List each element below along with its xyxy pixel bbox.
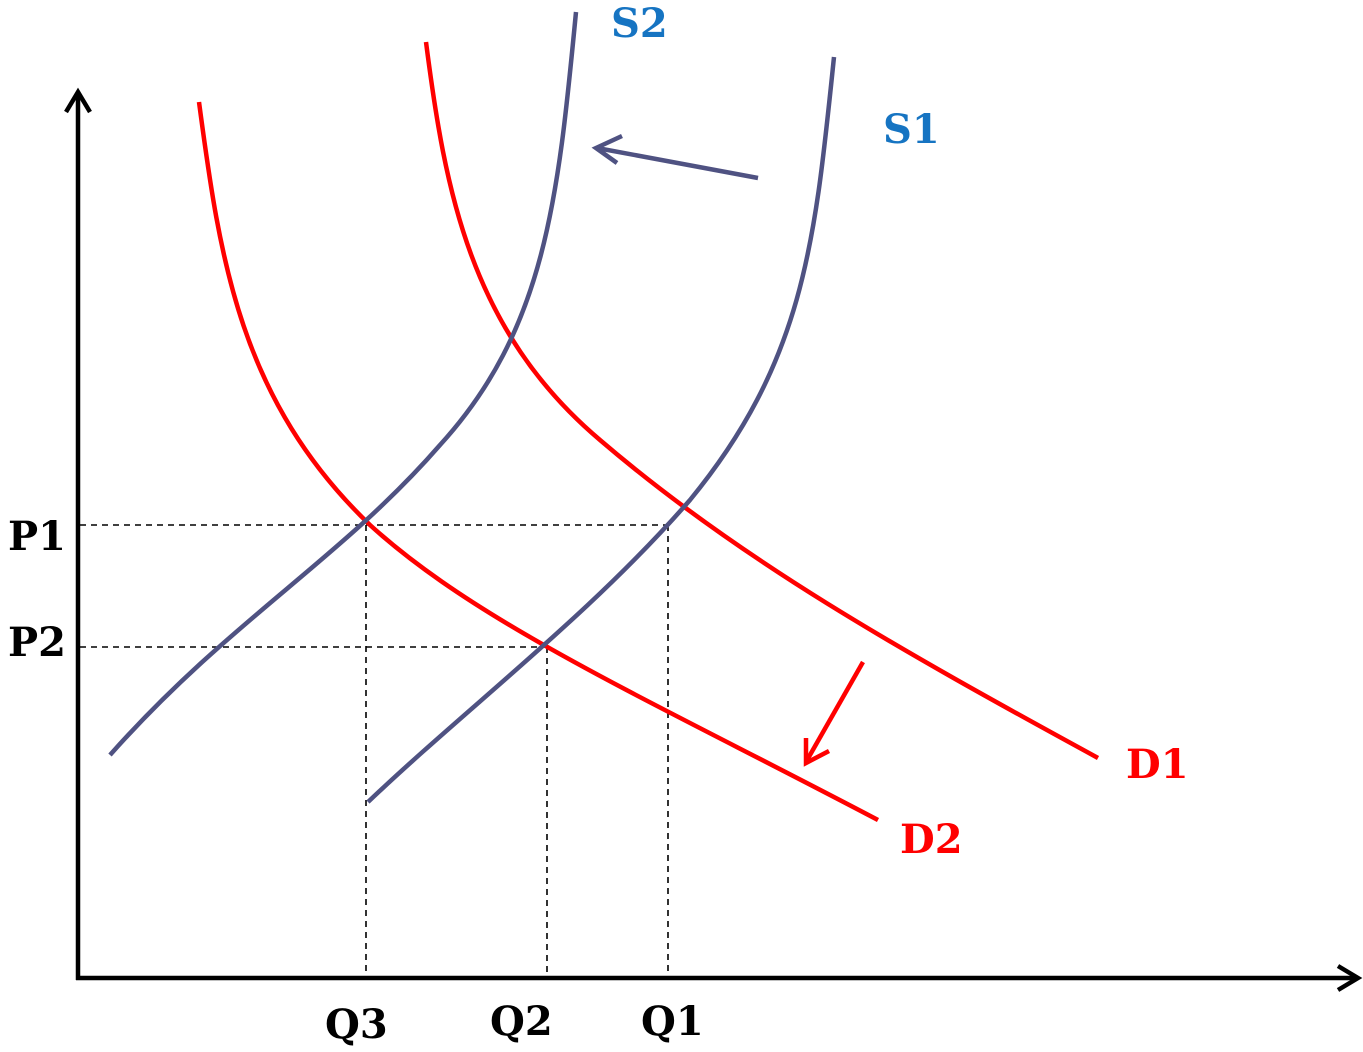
demand-curve-d2 [196, 101, 880, 822]
label-s2: S2 [611, 0, 668, 47]
supply-curves [108, 11, 837, 804]
label-q1: Q1 [641, 998, 704, 1045]
label-s1: S1 [883, 106, 940, 153]
x-axis-arrowhead [1336, 964, 1363, 992]
y-axis-arrowhead [64, 87, 92, 114]
label-p2: P2 [8, 619, 66, 666]
label-q3: Q3 [325, 1001, 388, 1048]
shift-arrows [591, 133, 865, 767]
axes [64, 87, 1363, 992]
demand-shift-arrow [803, 660, 865, 767]
demand-curves [196, 41, 1100, 822]
guide-lines [80, 524, 669, 978]
demand-curve-d1 [423, 41, 1100, 760]
supply-curve-s1 [366, 56, 837, 804]
labels: S2 S1 D1 D2 P1 P2 Q3 Q2 Q1 [8, 0, 1189, 1048]
label-d2: D2 [900, 816, 963, 863]
label-q2: Q2 [490, 998, 553, 1045]
label-d1: D1 [1126, 741, 1189, 788]
supply-curve-s2 [108, 11, 579, 757]
label-p1: P1 [8, 513, 66, 560]
supply-shift-arrow [591, 133, 759, 181]
